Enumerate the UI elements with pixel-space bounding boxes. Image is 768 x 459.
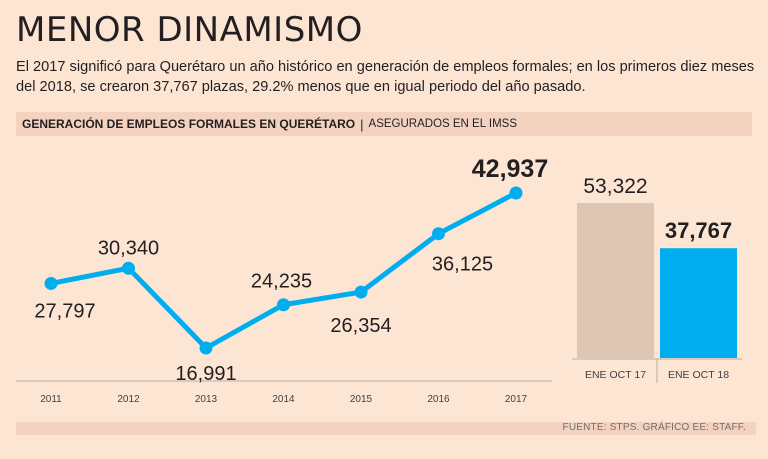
x-tick-label: ENE OCT 18 [668,369,729,381]
chart-subtitle: ASEGURADOS EN EL IMSS [368,118,518,130]
chart-header-band: GENERACIÓN DE EMPLEOS FORMALES EN QUERÉT… [16,112,752,136]
footer-band: FUENTE: STPS. GRÁFICO EE: STAFF. [16,422,756,435]
bar [577,203,654,358]
data-label: 53,322 [583,175,647,198]
bar [660,248,737,358]
data-label: 36,125 [432,254,493,276]
data-label: 42,937 [472,155,548,183]
line-point [432,227,445,241]
x-tick-label: 2016 [427,394,450,405]
line-point [509,186,523,200]
x-tick-label: 2015 [350,394,373,405]
x-tick-label: 2013 [195,394,218,405]
x-tick-label: 2017 [505,394,528,405]
source-note: FUENTE: STPS. GRÁFICO EE: STAFF. [562,422,746,433]
data-label: 16,991 [175,363,236,385]
line-point [277,298,290,312]
x-tick-label: 2014 [272,394,295,405]
data-label: 26,354 [330,315,391,337]
data-label: 37,767 [665,218,732,243]
line-point [199,341,213,355]
line-point [354,285,368,299]
x-tick-label: ENE OCT 17 [585,369,646,381]
data-label: 27,797 [34,300,95,322]
page-subtitle: El 2017 significó para Querétaro un año … [16,59,755,95]
line-point [44,276,58,290]
x-tick-label: 2012 [117,394,140,405]
data-label: 30,340 [98,237,159,259]
line-point [122,261,135,275]
data-label: 24,235 [251,271,312,293]
x-tick-label: 2011 [40,394,62,405]
chart-title: GENERACIÓN DE EMPLEOS FORMALES EN QUERÉT… [22,117,356,131]
chart-title-separator: | [360,116,364,132]
page-title: MENOR DINAMISMO [16,10,363,50]
